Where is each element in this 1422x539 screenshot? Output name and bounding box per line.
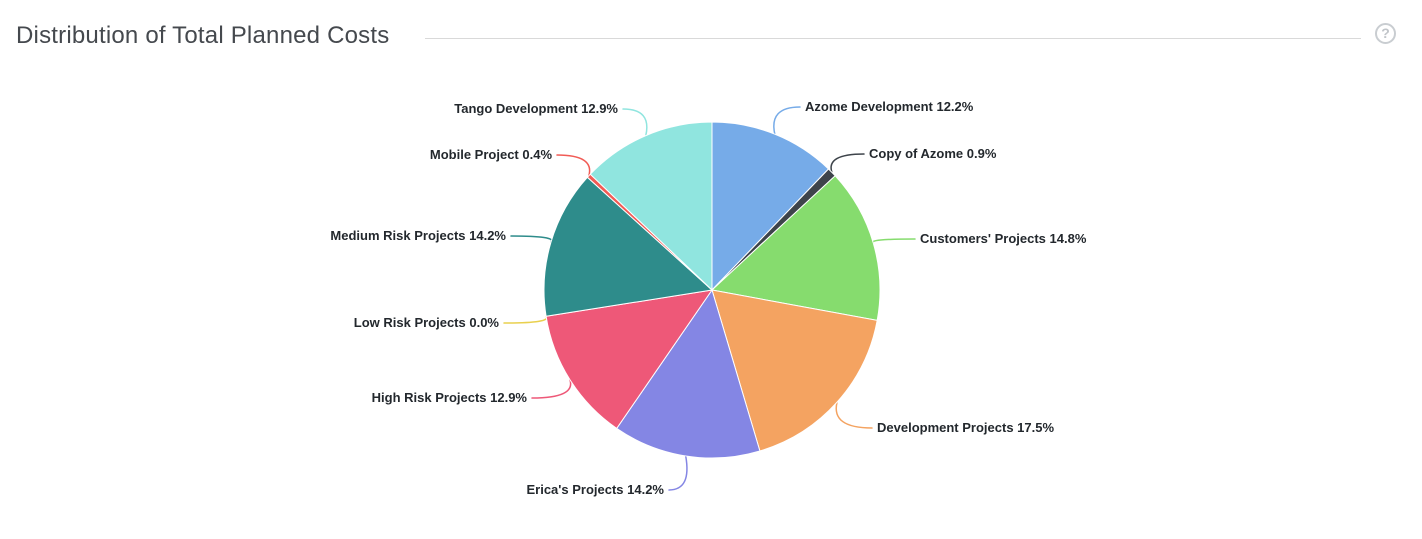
- pie-slice-tango-development[interactable]: [589, 121, 713, 292]
- pie-slice-customers-projects[interactable]: [710, 175, 881, 321]
- chart-header: Distribution of Total Planned Costs ?: [16, 22, 1396, 50]
- pie-connector-development-projects: [835, 401, 873, 429]
- page-title: Distribution of Total Planned Costs: [16, 22, 390, 49]
- pie-label-high-risk-projects: High Risk Projects 12.9%: [372, 390, 528, 405]
- pie-slice-high-risk-projects[interactable]: [545, 289, 714, 430]
- pie-connector-mobile-project: [556, 154, 591, 177]
- pie-slices-group: [543, 121, 881, 459]
- pie-connector-azome-development: [773, 106, 801, 135]
- pie-label-medium-risk-projects: Medium Risk Projects 14.2%: [330, 228, 506, 243]
- pie-connector-erica-s-projects: [668, 455, 688, 491]
- pie-slice-erica-s-projects[interactable]: [616, 288, 761, 459]
- pie-label-tango-development: Tango Development 12.9%: [454, 101, 618, 116]
- pie-connector-low-risk-projects: [503, 315, 548, 324]
- pie-connector-copy-of-azome: [830, 153, 865, 174]
- pie-connector-medium-risk-projects: [510, 235, 553, 243]
- pie-label-copy-of-azome: Copy of Azome 0.9%: [869, 146, 997, 161]
- pie-connector-tango-development: [622, 108, 648, 137]
- pie-labels-group: Azome Development 12.2% Copy of Azome 0.9…: [330, 99, 1086, 497]
- pie-slice-medium-risk-projects[interactable]: [543, 176, 714, 317]
- pie-label-customers-projects: Customers' Projects 14.8%: [920, 231, 1087, 246]
- pie-slice-azome-development[interactable]: [711, 121, 830, 292]
- pie-label-erica-s-projects: Erica's Projects 14.2%: [526, 482, 664, 497]
- pie-slice-development-projects[interactable]: [711, 289, 878, 452]
- pie-label-low-risk-projects: Low Risk Projects 0.0%: [354, 315, 500, 330]
- pie-label-development-projects: Development Projects 17.5%: [877, 420, 1054, 435]
- pie-connector-high-risk-projects: [531, 378, 572, 399]
- pie-label-azome-development: Azome Development 12.2%: [805, 99, 974, 114]
- pie-connector-customers-projects: [871, 238, 916, 244]
- header-divider: [425, 37, 1361, 39]
- help-icon[interactable]: ?: [1375, 22, 1396, 44]
- pie-label-mobile-project: Mobile Project 0.4%: [430, 147, 553, 162]
